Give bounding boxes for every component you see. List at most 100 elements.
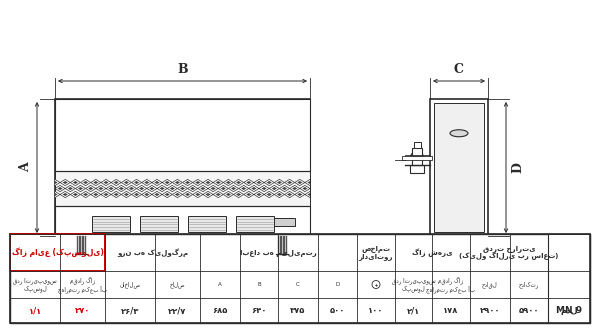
Bar	[412, 148, 422, 156]
Polygon shape	[134, 193, 139, 196]
Polygon shape	[142, 191, 152, 198]
Polygon shape	[121, 179, 131, 186]
Polygon shape	[178, 185, 188, 191]
Text: خالص: خالص	[170, 281, 185, 288]
Polygon shape	[182, 179, 193, 186]
Polygon shape	[144, 193, 149, 196]
Bar	[548, 234, 590, 323]
Polygon shape	[88, 187, 93, 190]
Bar	[10, 234, 105, 271]
Polygon shape	[50, 191, 60, 198]
Text: ۱۰۰: ۱۰۰	[368, 306, 383, 315]
Bar	[410, 165, 424, 173]
Polygon shape	[317, 181, 323, 184]
Polygon shape	[254, 191, 264, 198]
Polygon shape	[134, 181, 139, 184]
Polygon shape	[307, 193, 313, 196]
Polygon shape	[91, 179, 101, 186]
Polygon shape	[180, 187, 185, 190]
Polygon shape	[269, 185, 280, 191]
Polygon shape	[236, 193, 241, 196]
Text: ۲۶/۳: ۲۶/۳	[121, 306, 139, 315]
Polygon shape	[93, 181, 98, 184]
Polygon shape	[103, 193, 109, 196]
Polygon shape	[139, 187, 144, 190]
Polygon shape	[211, 187, 215, 190]
Text: قدر اتریپیوس
کپسول: قدر اتریپیوس کپسول	[13, 277, 57, 292]
Polygon shape	[62, 181, 68, 184]
Text: ۵۰۰: ۵۰۰	[330, 306, 345, 315]
Text: مدل: مدل	[560, 306, 578, 315]
Polygon shape	[91, 191, 101, 198]
Polygon shape	[149, 187, 154, 190]
Polygon shape	[272, 187, 277, 190]
Polygon shape	[137, 185, 147, 191]
Polygon shape	[175, 193, 180, 196]
Polygon shape	[111, 179, 121, 186]
Polygon shape	[246, 181, 251, 184]
Polygon shape	[317, 193, 323, 196]
Polygon shape	[254, 179, 264, 186]
Polygon shape	[185, 181, 190, 184]
Polygon shape	[195, 181, 200, 184]
Polygon shape	[193, 179, 203, 186]
Bar	[425, 249, 493, 254]
Text: ۲۲/۷: ۲۲/۷	[169, 306, 187, 315]
Text: مقدار گاز
چهارمتر مکعب آب: مقدار گاز چهارمتر مکعب آب	[58, 276, 107, 293]
Text: ناخالص: ناخالص	[119, 281, 140, 288]
Bar	[235, 216, 274, 232]
Polygon shape	[241, 187, 246, 190]
Text: ۶۸۵: ۶۸۵	[212, 306, 227, 315]
Polygon shape	[292, 187, 297, 190]
Polygon shape	[52, 193, 58, 196]
Polygon shape	[226, 193, 231, 196]
Polygon shape	[190, 187, 195, 190]
Text: حداکثر: حداکثر	[519, 281, 539, 288]
Text: حداقل: حداقل	[482, 281, 498, 288]
Text: A: A	[218, 282, 222, 287]
Polygon shape	[200, 187, 205, 190]
Polygon shape	[60, 191, 70, 198]
Text: ۲/۱: ۲/۱	[407, 306, 420, 315]
Polygon shape	[80, 179, 91, 186]
Polygon shape	[127, 185, 137, 191]
Polygon shape	[244, 191, 254, 198]
Polygon shape	[221, 187, 226, 190]
Polygon shape	[131, 191, 142, 198]
Bar	[412, 159, 422, 165]
Bar	[55, 206, 310, 236]
Polygon shape	[129, 187, 134, 190]
Polygon shape	[233, 191, 244, 198]
Polygon shape	[113, 181, 119, 184]
Polygon shape	[52, 181, 58, 184]
Polygon shape	[70, 179, 80, 186]
Text: قدر اتریپیوس
کپسول: قدر اتریپیوس کپسول	[392, 277, 436, 292]
Text: ۲۷۰: ۲۷۰	[75, 306, 90, 315]
Polygon shape	[124, 181, 129, 184]
Polygon shape	[313, 187, 317, 190]
Polygon shape	[315, 179, 325, 186]
Text: C: C	[296, 282, 300, 287]
Polygon shape	[307, 181, 313, 184]
Polygon shape	[277, 181, 282, 184]
Polygon shape	[205, 193, 211, 196]
Polygon shape	[203, 191, 213, 198]
Text: B: B	[177, 63, 188, 76]
Polygon shape	[195, 193, 200, 196]
Polygon shape	[113, 193, 119, 196]
Text: مقدار گاز
چهارمتر مکعب آب: مقدار گاز چهارمتر مکعب آب	[427, 276, 476, 293]
Polygon shape	[172, 191, 182, 198]
Text: ۱۷۸: ۱۷۸	[443, 306, 458, 315]
Text: ۶۴۰: ۶۴۰	[251, 306, 266, 315]
Ellipse shape	[411, 152, 423, 160]
Text: ۱/۱: ۱/۱	[28, 306, 41, 315]
Bar	[139, 216, 178, 232]
Polygon shape	[164, 193, 170, 196]
Polygon shape	[323, 187, 328, 190]
Polygon shape	[223, 179, 233, 186]
Polygon shape	[86, 185, 96, 191]
Polygon shape	[305, 179, 315, 186]
Bar	[270, 218, 295, 226]
Polygon shape	[124, 193, 129, 196]
Bar	[414, 142, 421, 148]
